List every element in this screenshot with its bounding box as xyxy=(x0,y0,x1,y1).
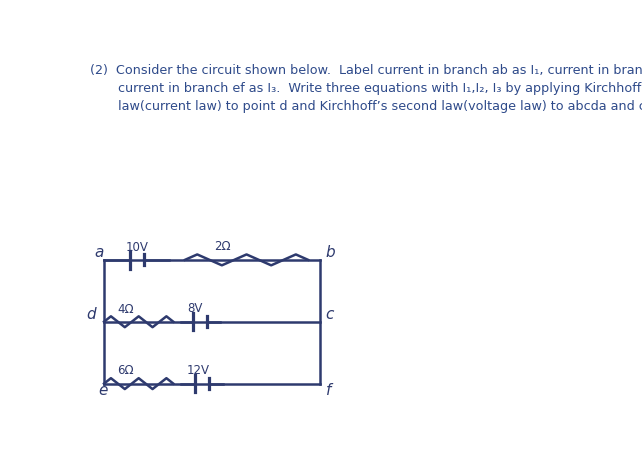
Text: 2Ω: 2Ω xyxy=(214,240,230,253)
Text: c: c xyxy=(325,307,334,322)
Text: 12V: 12V xyxy=(187,364,210,377)
Text: d: d xyxy=(87,307,96,322)
Text: 4Ω: 4Ω xyxy=(117,303,134,316)
Text: b: b xyxy=(325,245,335,261)
Text: f: f xyxy=(325,383,331,398)
Text: (2)  Consider the circuit shown below.  Label current in branch ab as I₁, curren: (2) Consider the circuit shown below. La… xyxy=(90,64,642,113)
Text: 6Ω: 6Ω xyxy=(117,364,134,377)
Text: e: e xyxy=(98,383,108,398)
Text: a: a xyxy=(94,245,104,261)
Text: 8V: 8V xyxy=(187,302,202,315)
Text: 10V: 10V xyxy=(125,241,148,254)
